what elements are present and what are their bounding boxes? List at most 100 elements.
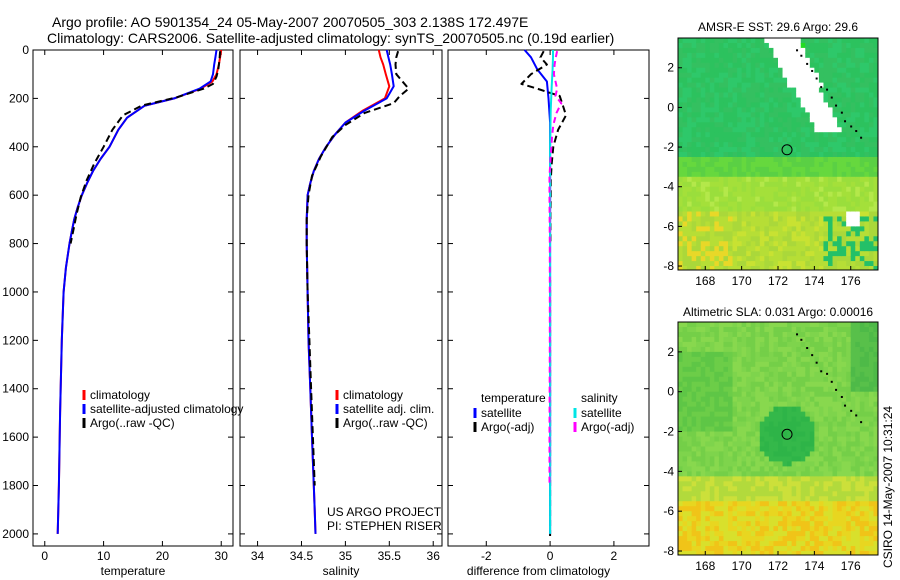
sla_map-pixel <box>687 341 693 348</box>
sst_map-pixel <box>764 236 770 242</box>
sla_map-pixel <box>778 421 784 428</box>
sla_map-pixel <box>759 411 765 418</box>
sla_map-pixel <box>841 546 847 552</box>
sla_map-pixel <box>691 386 697 393</box>
sla_map-pixel <box>750 451 756 458</box>
sla_map-pixel <box>755 531 761 537</box>
sla_map-pixel <box>841 501 847 507</box>
sla_map-pixel <box>828 326 834 333</box>
sst_map-pixel <box>855 92 861 99</box>
sla_map-pixel <box>773 471 779 477</box>
sla_map-pixel <box>696 346 702 353</box>
temperature-legend-label: climatology <box>90 388 150 402</box>
sla_map-pixel <box>818 506 825 512</box>
sla_map-pixel <box>678 516 684 522</box>
sst_map-pixel <box>791 147 797 153</box>
sla_map-pixel <box>741 531 747 537</box>
sst_map-pixel <box>746 107 752 113</box>
sla_map-pixel <box>791 351 797 358</box>
sst_map-pixel <box>678 171 684 178</box>
sst_map-pixel <box>759 256 765 262</box>
sst_map-pixel <box>791 127 797 133</box>
sla_map-pixel <box>837 441 843 448</box>
sla_map-pixel <box>864 351 870 358</box>
sla_map-pixel <box>682 536 688 542</box>
sst_map-pixel <box>709 97 715 104</box>
sla_map-pixel <box>750 371 756 378</box>
sla_map-pixel <box>800 322 806 328</box>
sst_map-pixel <box>764 132 770 138</box>
sla_map-pixel <box>828 541 834 547</box>
sst_map-pixel <box>796 186 802 193</box>
sla_map-pixel <box>818 331 825 338</box>
sst_map-pixel <box>773 82 779 89</box>
sst_map-pixel <box>728 77 734 84</box>
sst_map-pixel <box>759 87 765 94</box>
sla_map-pixel <box>782 326 788 333</box>
sla_map-pixel <box>718 322 725 328</box>
sst_map-pixel <box>855 112 861 118</box>
sla_map-pixel <box>873 376 878 383</box>
sst_map-pixel <box>768 216 775 223</box>
sst_map-pixel <box>709 77 715 84</box>
sst_map-pixel <box>868 77 875 84</box>
sst_map-pixel <box>787 87 793 94</box>
sst_map-pixel <box>759 206 765 213</box>
sst_map-pixel <box>764 42 770 49</box>
sla_map-pixel <box>741 436 747 443</box>
sst_map-pixel <box>718 216 725 223</box>
sst_map-pixel <box>718 67 725 74</box>
sst_map-pixel <box>678 67 684 74</box>
sla_map-pixel <box>778 396 784 403</box>
sla_map-pixel <box>841 506 847 512</box>
sst_map-pixel <box>859 152 865 158</box>
sst_map-pixel <box>841 176 847 183</box>
sla_map-pixel <box>755 371 761 378</box>
sst_map-pixel <box>873 171 878 178</box>
sla_map-pixel <box>837 331 843 338</box>
sst_map-pixel <box>818 72 825 79</box>
sla_map-pixel <box>823 456 829 462</box>
sst_map-pixel <box>696 82 702 89</box>
sst_map-pixel <box>787 231 793 237</box>
sst_map-pixel <box>705 87 711 94</box>
sla_map-pixel <box>800 446 806 453</box>
sla_map-pixel <box>723 356 729 363</box>
sla_map-pixel <box>818 461 825 467</box>
sla_map-pixel <box>864 431 870 438</box>
sla_map-pixel <box>796 516 802 522</box>
sla_map-pixel <box>864 416 870 423</box>
sst_map-pixel <box>709 231 715 237</box>
sst_map-pixel <box>728 206 734 213</box>
sst_map-pixel <box>678 142 684 148</box>
sla_map-pixel <box>700 491 706 497</box>
sst_map-pixel <box>755 57 761 64</box>
sst_map-pixel <box>778 142 784 148</box>
sla_map-pixel <box>678 551 684 555</box>
sla_map-pixel <box>700 326 706 333</box>
sla_map-pixel <box>809 421 815 428</box>
sst_map-pixel <box>705 156 711 163</box>
sla_map-pixel <box>823 486 829 492</box>
sla_map-pixel <box>823 501 829 507</box>
sla_map-pixel <box>773 426 779 433</box>
sst_map-pixel <box>682 186 688 193</box>
sla_map-pixel <box>809 511 815 517</box>
sst_map-pixel <box>868 142 875 148</box>
sla_map-pixel <box>691 471 697 477</box>
sst_map-pixel <box>773 52 779 59</box>
sst_map-pixel <box>814 137 820 143</box>
sla_map-pixel <box>759 391 765 398</box>
sst_map-pixel <box>705 102 711 108</box>
sla_map-pixel <box>737 431 743 438</box>
sla_map-pixel <box>714 331 720 338</box>
sla_map-pixel <box>737 551 743 555</box>
sst_map-pixel <box>750 241 756 247</box>
sst_map-pixel <box>841 137 847 143</box>
sla_map-pixel <box>768 341 775 348</box>
sst_map-pixel <box>864 211 870 218</box>
sla_map-pixel <box>764 516 770 522</box>
sst_map-pixel <box>828 107 834 113</box>
sla_map-pixel <box>714 471 720 477</box>
sla_map-pixel <box>855 381 861 388</box>
